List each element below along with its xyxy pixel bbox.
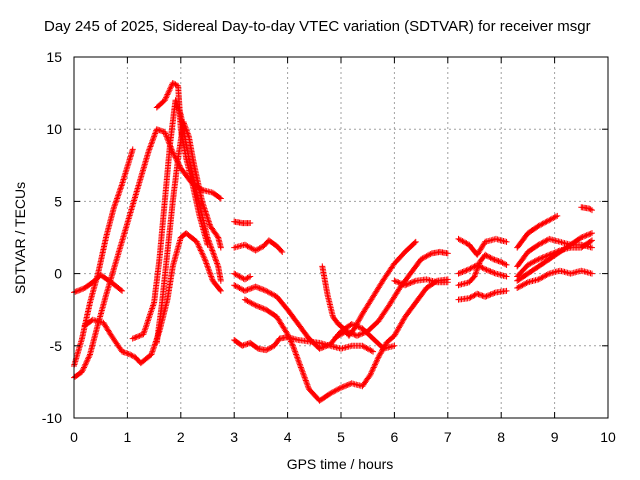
series-markers [514,230,595,284]
series-trace [231,270,254,283]
series-markers [231,218,254,227]
x-tick-label: 10 [600,429,616,445]
series-trace [231,237,286,255]
x-tick-label: 2 [177,429,185,445]
series-markers [231,237,286,255]
y-tick-label: 5 [54,193,62,209]
series-markers [332,248,451,341]
series-trace [129,97,224,342]
series-trace [231,218,254,227]
x-tick-label: 4 [284,429,292,445]
x-tick-label: 0 [70,429,78,445]
x-tick-label: 1 [124,429,132,445]
series-markers [231,282,398,352]
series-markers [153,119,224,346]
series-trace [578,204,595,214]
series-markers [71,146,136,369]
series-trace [319,238,419,339]
series-markers [455,251,510,289]
x-tick-label: 3 [230,429,238,445]
series-markers [514,212,561,251]
series-trace [241,276,451,404]
x-tick-label: 8 [497,429,505,445]
series-markers [455,235,510,258]
x-tick-label: 6 [391,429,399,445]
axis-ticks: 0 1 2 3 4 5 6 7 8 9 10 15 10 5 0 -5 -10 [42,49,616,445]
series-markers [514,267,595,291]
series-trace [514,267,595,291]
series-markers [391,276,451,289]
series-trace [153,80,211,248]
series-trace [514,212,561,251]
y-tick-label: -10 [42,410,62,426]
y-tick-label: -5 [50,338,63,354]
y-tick-label: 10 [46,121,62,137]
series-trace [391,276,451,289]
series-markers [153,80,211,248]
y-tick-label: 15 [46,49,62,65]
chart-title: Day 245 of 2025, Sidereal Day-to-day VTE… [44,18,591,35]
series-markers [231,270,254,283]
series-trace [455,235,510,258]
series-trace [231,282,398,352]
data-marks [71,80,595,404]
series-trace [514,230,595,284]
series-trace [455,287,510,303]
series-markers [455,287,510,303]
x-axis-label: GPS time / hours [286,456,394,472]
series-trace [153,119,224,346]
x-tick-label: 5 [337,429,345,445]
series-trace [332,248,451,341]
x-tick-label: 9 [551,429,559,445]
series-trace [455,251,510,289]
y-tick-label: 0 [54,266,62,282]
series-markers [129,97,224,342]
x-tick-label: 7 [444,429,452,445]
grid-lines [74,57,608,418]
series-markers [241,276,451,404]
series-markers [578,204,595,214]
series-markers [319,238,419,339]
series-trace [71,146,136,369]
